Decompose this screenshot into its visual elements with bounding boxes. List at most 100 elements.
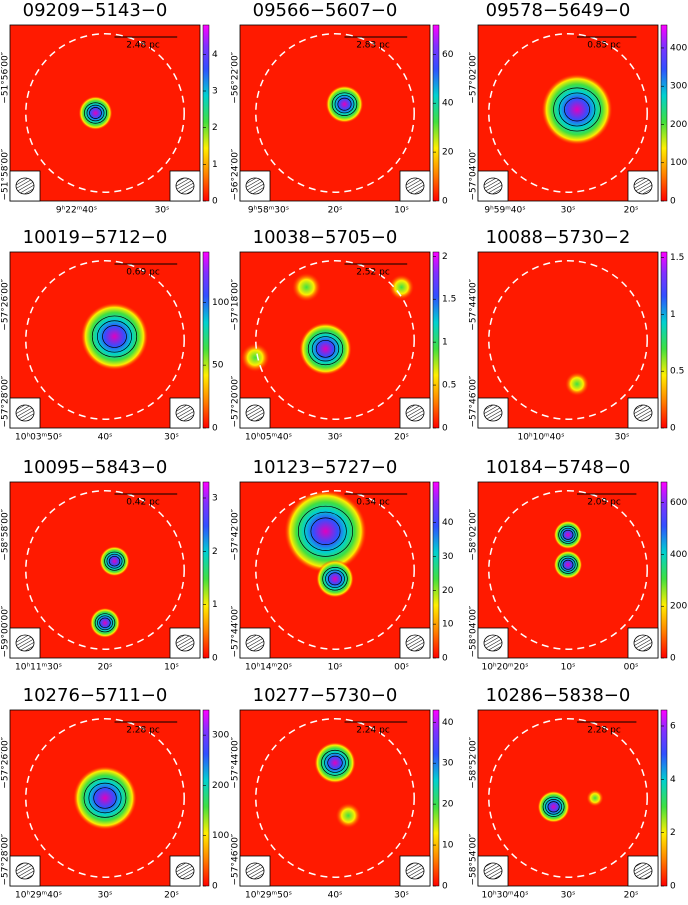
beam-left-ellipse — [245, 404, 265, 422]
colorbar-tick-label: 10 — [442, 620, 454, 630]
colorbar-tick-label: 100 — [670, 158, 687, 168]
y-tick-label: −57°44′00″ — [469, 278, 479, 330]
beam-right-ellipse — [633, 404, 653, 422]
contour — [86, 104, 105, 122]
emission — [314, 741, 356, 784]
contour — [553, 87, 601, 132]
scale-label: 2.52 pc — [356, 268, 390, 278]
beam-right-ellipse — [405, 177, 425, 195]
x-tick-label: 10ˢ — [394, 206, 409, 216]
colorbar-tick-label: 60 — [442, 50, 454, 60]
contour — [91, 315, 138, 358]
colorbar-tick-label: 2 — [212, 123, 218, 133]
panel-title: 09209−5143−0 — [23, 0, 168, 21]
contour — [106, 553, 123, 569]
x-tick-label: 30ˢ — [394, 891, 409, 901]
contour — [325, 569, 345, 588]
contour — [560, 557, 576, 572]
contour — [558, 92, 596, 127]
map-background — [239, 709, 431, 887]
y-tick-label: −51°58′00″ — [1, 148, 11, 200]
colorbar-tick-label: 1.5 — [442, 295, 456, 305]
x-tick-label: 30ˢ — [561, 206, 576, 216]
colorbar-tick-label: 2 — [212, 547, 218, 557]
colorbar-tick-label: 0 — [670, 654, 676, 664]
y-tick-label: −57°46′00″ — [231, 833, 241, 885]
contour — [108, 555, 121, 567]
x-tick-label: 9ʰ22ᵐ40ˢ — [56, 206, 97, 216]
colorbar-tick-label: 0 — [442, 882, 448, 892]
x-tick-label: 20ˢ — [164, 891, 179, 901]
x-tick-label: 20ˢ — [98, 663, 113, 673]
emission — [541, 73, 613, 146]
x-tick-label: 10ʰ10ᵐ40ˢ — [518, 433, 565, 443]
contour — [307, 332, 344, 366]
x-tick-label: 00ˢ — [624, 663, 639, 673]
scale-label: 2.09 pc — [587, 498, 621, 508]
x-tick-label: 9ʰ58ᵐ30ˢ — [248, 206, 289, 216]
x-tick-label: 10ʰ14ᵐ20ˢ — [245, 663, 292, 673]
contour — [334, 95, 355, 114]
colorbar — [202, 24, 210, 202]
contour — [558, 555, 578, 574]
beam-left-ellipse — [15, 404, 35, 422]
contour — [102, 325, 127, 348]
colorbar-tick-label: 400 — [670, 43, 687, 53]
contour — [547, 801, 560, 813]
colorbar-tick-label: 1 — [212, 600, 218, 610]
beam-left-ellipse — [15, 634, 35, 652]
colorbar-tick-label: 0 — [442, 654, 448, 664]
x-tick-label: 20ˢ — [624, 891, 639, 901]
colorbar-tick-label: 40 — [442, 718, 454, 728]
colorbar-tick-label: 40 — [442, 518, 454, 528]
colorbar — [202, 709, 210, 887]
colorbar-tick-label: 1 — [670, 310, 676, 320]
field-circle — [488, 490, 648, 650]
emission — [325, 85, 364, 124]
emission — [80, 302, 149, 371]
panel-title: 10019−5712−0 — [23, 227, 168, 248]
panel: 10277−5730−0 2.24 pc 0 10 20 30 40 10ʰ29ᵐ50ˢ 40ˢ… — [231, 685, 454, 901]
contour — [97, 615, 113, 631]
y-tick-label: −58°52′00″ — [469, 736, 479, 788]
colorbar-tick-label: 100 — [212, 831, 229, 841]
contour — [83, 778, 127, 818]
colorbar-tick-label: 30 — [442, 759, 454, 769]
panel: 10123−5727−0 0.34 pc 0 10 20 30 40 10ʰ14ᵐ20ˢ 10ˢ… — [231, 457, 454, 673]
beam-left-ellipse — [245, 862, 265, 880]
scale-label: 0.34 pc — [356, 498, 390, 508]
contour — [297, 505, 354, 557]
y-tick-label: −56°22′00″ — [231, 51, 241, 103]
beam-left-ellipse — [245, 634, 265, 652]
colorbar-tick-label: 200 — [670, 120, 687, 130]
field-circle — [255, 260, 415, 420]
colorbar-tick-label: 0 — [670, 197, 676, 207]
y-tick-label: −57°28′00″ — [1, 375, 11, 427]
emission — [553, 550, 583, 580]
y-tick-label: −56°24′00″ — [231, 148, 241, 200]
colorbar-tick-label: 0 — [212, 882, 218, 892]
colorbar-tick-label: 3 — [212, 494, 218, 504]
colorbar — [660, 709, 668, 887]
emission — [388, 273, 415, 301]
colorbar — [432, 481, 440, 659]
x-tick-label: 30ˢ — [155, 206, 170, 216]
colorbar — [202, 251, 210, 429]
y-tick-label: −58°58′00″ — [1, 508, 11, 560]
panel: 10038−5705−0 2.52 pc 0 0.5 1 1.5 2 10ʰ05ᵐ40ˢ 30ˢ… — [231, 227, 457, 443]
emission — [586, 789, 604, 807]
beam-right-ellipse — [175, 404, 195, 422]
contour — [94, 613, 116, 633]
panel: 10095−5843−0 0.42 pc 0 1 2 3 10ʰ11ᵐ30ˢ 20ˢ 10ˢ −5… — [1, 457, 219, 673]
contour — [327, 755, 343, 770]
colorbar-tick-label: 20 — [442, 148, 454, 158]
panel: 10088−5730−2 0 0.5 1 1.5 10ʰ10ᵐ40ˢ 30ˢ −57°44′0… — [469, 227, 685, 443]
y-tick-label: −51°56′00″ — [1, 51, 11, 103]
x-tick-label: 20ˢ — [394, 433, 409, 443]
y-tick-label: −57°26′00″ — [1, 278, 11, 330]
colorbar-tick-label: 1 — [442, 338, 448, 348]
x-tick-label: 10ˢ — [561, 663, 576, 673]
beam-right-ellipse — [175, 862, 195, 880]
field-circle — [25, 260, 185, 420]
emission — [553, 520, 583, 550]
